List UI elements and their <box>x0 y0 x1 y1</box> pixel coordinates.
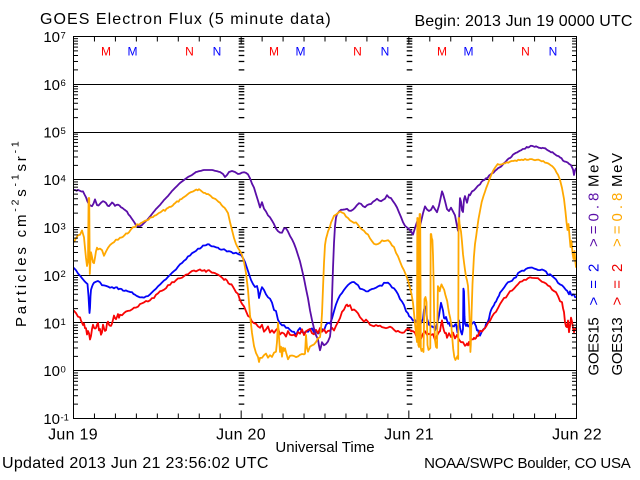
svg-text:>=2: >=2 <box>586 256 603 306</box>
svg-text:7: 7 <box>61 30 66 41</box>
svg-text:10: 10 <box>43 125 60 142</box>
svg-text:6: 6 <box>61 78 66 89</box>
svg-text:10: 10 <box>43 172 60 189</box>
svg-text:10: 10 <box>43 268 60 285</box>
svg-text:M: M <box>464 45 474 59</box>
svg-text:10: 10 <box>43 316 60 333</box>
svg-text:10: 10 <box>43 411 60 428</box>
svg-text:MeV: MeV <box>609 151 626 187</box>
svg-text:4: 4 <box>61 174 66 185</box>
svg-text:-1: -1 <box>61 412 69 423</box>
svg-text:N: N <box>381 45 390 59</box>
svg-text:M: M <box>296 45 306 59</box>
svg-text:N: N <box>185 45 194 59</box>
svg-text:10: 10 <box>43 363 60 380</box>
svg-text:3: 3 <box>61 221 66 232</box>
svg-text:5: 5 <box>61 126 66 137</box>
svg-text:>=0.8: >=0.8 <box>586 189 603 247</box>
svg-text:M: M <box>269 45 279 59</box>
svg-text:GOES13: GOES13 <box>609 318 626 376</box>
svg-text:N: N <box>213 45 222 59</box>
svg-text:NOAA/SWPC Boulder, CO USA: NOAA/SWPC Boulder, CO USA <box>424 455 631 472</box>
svg-text:M: M <box>128 45 138 59</box>
svg-text:Universal Time: Universal Time <box>275 439 374 456</box>
svg-text:>=2: >=2 <box>609 256 626 306</box>
svg-text:N: N <box>353 45 362 59</box>
svg-text:Jun 21: Jun 21 <box>384 427 434 444</box>
svg-text:M: M <box>101 45 111 59</box>
svg-text:>=0.8: >=0.8 <box>609 189 626 247</box>
svg-text:0: 0 <box>61 365 66 376</box>
svg-text:Particles cm-2s-1sr-1: Particles cm-2s-1sr-1 <box>10 138 31 327</box>
svg-text:10: 10 <box>43 220 60 237</box>
svg-text:N: N <box>549 45 558 59</box>
svg-text:M: M <box>437 45 447 59</box>
svg-text:Jun 19: Jun 19 <box>48 427 98 444</box>
svg-text:GOES Electron Flux (5 minute d: GOES Electron Flux (5 minute data) <box>40 11 332 28</box>
svg-text:10: 10 <box>43 29 60 46</box>
svg-text:1: 1 <box>61 317 66 328</box>
svg-text:2: 2 <box>61 269 66 280</box>
svg-text:MeV: MeV <box>586 151 603 187</box>
svg-text:10: 10 <box>43 77 60 94</box>
svg-text:Updated 2013 Jun 21 23:56:02 U: Updated 2013 Jun 21 23:56:02 UTC <box>2 455 269 472</box>
svg-text:Jun 22: Jun 22 <box>552 427 602 444</box>
svg-text:Jun 20: Jun 20 <box>216 427 266 444</box>
svg-text:GOES15: GOES15 <box>586 318 603 376</box>
svg-text:Begin: 2013 Jun 19 0000 UTC: Begin: 2013 Jun 19 0000 UTC <box>415 13 633 30</box>
svg-text:N: N <box>521 45 530 59</box>
